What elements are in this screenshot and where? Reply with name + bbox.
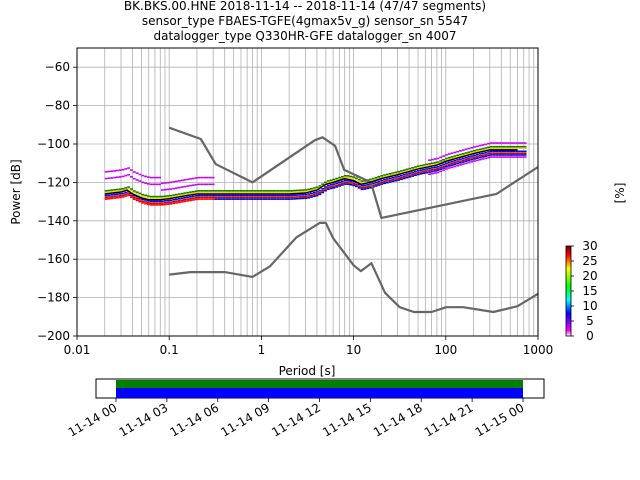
ppsd-plot-area: −200 −180 −160 −140 −120 −100 −80 −60 0.01 0.1 1 10… bbox=[37, 47, 554, 357]
x-axis-label: Period [s] bbox=[279, 364, 336, 378]
timeline-tick-label: 11-14 21 bbox=[422, 400, 476, 439]
colorbar-tick-label: 5 bbox=[586, 314, 594, 328]
mode-psd-line bbox=[104, 149, 518, 201]
colorbar-label: [%] bbox=[613, 183, 627, 204]
y-tick-label: −60 bbox=[45, 60, 70, 74]
colorbar-tick-label: 25 bbox=[582, 254, 597, 268]
chart-title-line-2: sensor_type FBAES-TGFE(4gmax5v_g) sensor… bbox=[142, 14, 468, 28]
chart-title-line-3: datalogger_type Q330HR-GFE datalogger_sn… bbox=[154, 29, 457, 43]
timeline-tick-label: 11-14 18 bbox=[371, 400, 425, 439]
timeline-tick-label: 11-14 15 bbox=[320, 400, 374, 439]
colorbar-tick-label: 0 bbox=[586, 329, 594, 343]
colorbar-tick-label: 30 bbox=[582, 239, 597, 253]
timeline-tick-label: 11-14 03 bbox=[117, 400, 171, 439]
chart-title-line-1: BK.BKS.00.HNE 2018-11-14 -- 2018-11-14 (… bbox=[124, 0, 486, 13]
x-tick-label: 0.01 bbox=[64, 343, 91, 357]
timeline-tick-label: 11-14 09 bbox=[218, 400, 272, 439]
low-noise-model-line bbox=[169, 221, 539, 314]
x-tick-label: 0.1 bbox=[160, 343, 179, 357]
y-tick-label: −160 bbox=[37, 252, 70, 266]
x-tick-label: 1 bbox=[258, 343, 266, 357]
y-tick-label: −200 bbox=[37, 329, 70, 343]
y-axis-label: Power [dB] bbox=[9, 159, 23, 224]
timeline-tick-label: 11-14 12 bbox=[269, 400, 323, 439]
high-noise-model-line bbox=[168, 126, 539, 219]
y-tick-label: −80 bbox=[45, 99, 70, 113]
y-tick-label: −100 bbox=[37, 137, 70, 151]
x-tick-label: 1000 bbox=[523, 343, 554, 357]
colorbar-tick-label: 15 bbox=[582, 284, 597, 298]
y-tick-label: −180 bbox=[37, 291, 70, 305]
y-tick-label: −120 bbox=[37, 175, 70, 189]
timeline-band bbox=[116, 388, 523, 398]
plot-frame bbox=[76, 47, 539, 337]
x-tick-label: 10 bbox=[346, 343, 361, 357]
colorbar-tick-label: 20 bbox=[582, 269, 597, 283]
timeline-tick-label: 11-14 06 bbox=[168, 400, 222, 439]
ppsd-histogram bbox=[104, 142, 527, 206]
x-tick-label: 100 bbox=[434, 343, 457, 357]
timeline-band bbox=[116, 380, 523, 388]
timeline-tick-label: 11-15 00 bbox=[473, 400, 527, 439]
timeline-tick-label: 11-14 00 bbox=[66, 400, 120, 439]
colorbar-tick-label: 10 bbox=[582, 299, 597, 313]
colorbar-gradient-bar bbox=[565, 245, 572, 337]
y-tick-label: −140 bbox=[37, 214, 70, 228]
